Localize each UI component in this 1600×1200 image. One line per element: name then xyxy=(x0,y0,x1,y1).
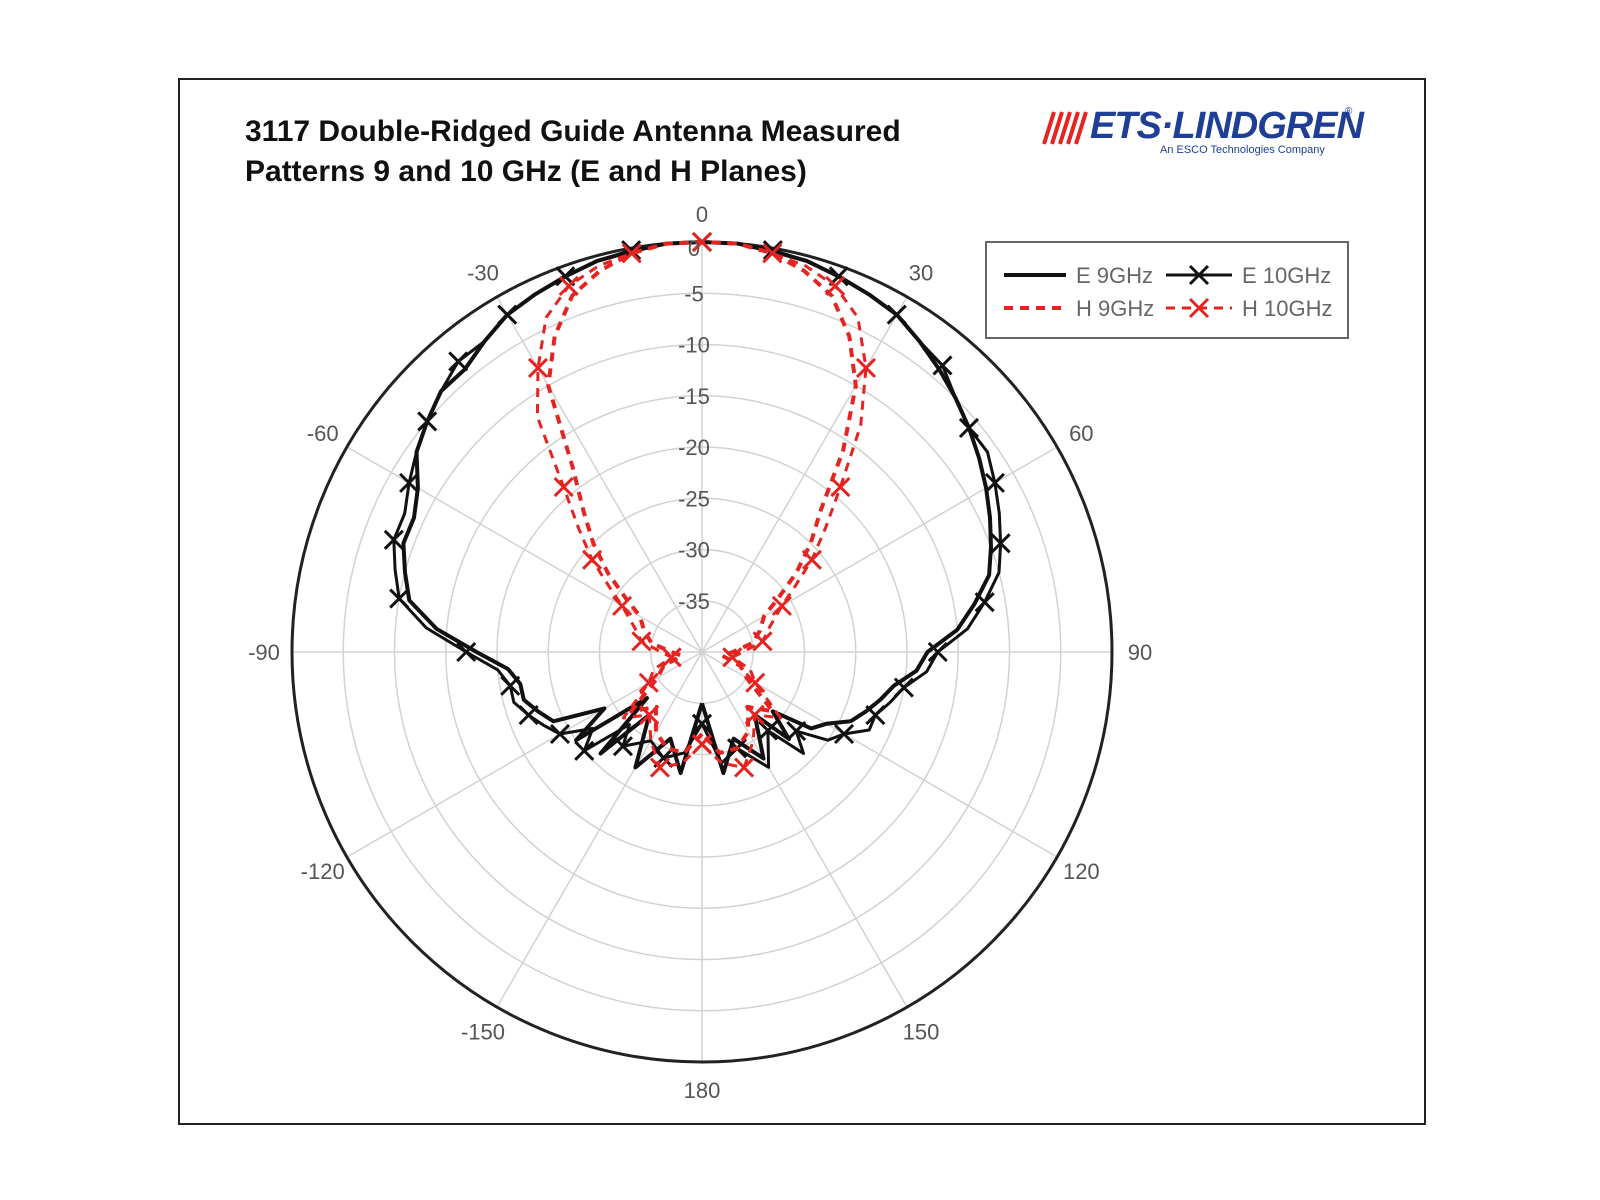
series-marker xyxy=(612,595,633,616)
legend-label-e10: E 10GHz xyxy=(1242,263,1331,288)
series-marker xyxy=(932,355,953,376)
series-h-10ghz xyxy=(527,231,877,778)
chart-title: 3117 Double-Ridged Guide Antenna Measure… xyxy=(245,112,901,192)
series-marker xyxy=(639,704,660,725)
series-marker xyxy=(744,704,765,725)
series-marker xyxy=(722,647,743,668)
series-marker xyxy=(752,631,773,652)
series-marker xyxy=(974,592,995,613)
series-marker xyxy=(691,231,713,253)
series-marker xyxy=(757,720,778,741)
series-marker xyxy=(558,275,579,297)
series-marker xyxy=(734,757,755,778)
series-marker xyxy=(661,647,682,668)
chart-title-line-2: Patterns 9 and 10 GHz (E and H Planes) xyxy=(245,155,807,188)
grid-spoke xyxy=(701,651,1058,858)
legend-marker-h10 xyxy=(1188,297,1210,319)
grid-spoke xyxy=(701,446,1058,653)
grid-spoke xyxy=(346,446,703,653)
series-marker xyxy=(649,757,670,778)
series-marker xyxy=(497,304,518,325)
series-marker xyxy=(830,477,851,498)
radial-tick-label: -20 xyxy=(678,435,710,460)
logo-subtitle: An ESCO Technologies Company xyxy=(1160,144,1325,156)
radial-tick-label: -30 xyxy=(678,538,710,563)
angle-tick-label: -30 xyxy=(467,261,499,286)
series-marker xyxy=(638,672,659,693)
grid-spoke xyxy=(346,651,703,858)
angle-tick-label: 180 xyxy=(684,1078,721,1103)
angle-tick-label: 150 xyxy=(903,1019,940,1044)
series-marker xyxy=(527,357,549,379)
radial-tick-label: 0 xyxy=(688,236,700,261)
series-marker xyxy=(582,549,603,570)
series-marker xyxy=(500,675,521,696)
series-marker xyxy=(389,588,410,609)
series-marker xyxy=(745,672,766,693)
radial-tick-label: -15 xyxy=(678,384,710,409)
series-marker xyxy=(518,705,539,726)
angle-tick-label: -60 xyxy=(307,421,339,446)
chart-legend: E 9GHz E 10GHz H 9GHz H 10GHz xyxy=(985,241,1349,339)
angle-tick-label: 0 xyxy=(696,202,708,227)
series-marker xyxy=(855,357,877,379)
series-marker xyxy=(865,705,886,726)
series-marker xyxy=(631,631,652,652)
series-layer xyxy=(383,231,1011,778)
grid-spoke xyxy=(701,296,908,653)
radial-tick-label: -5 xyxy=(684,281,704,306)
series-marker xyxy=(984,472,1005,493)
series-marker xyxy=(691,734,713,755)
grid-spoke xyxy=(496,296,703,653)
polar-grid xyxy=(290,240,1114,1064)
series-marker xyxy=(771,595,792,616)
logo-wave-icon xyxy=(1042,111,1088,145)
series-marker xyxy=(893,677,914,698)
series-marker xyxy=(801,549,822,570)
legend-label-h10: H 10GHz xyxy=(1242,296,1332,321)
angle-tick-label: 90 xyxy=(1128,640,1152,665)
series-marker xyxy=(691,713,713,734)
series-marker xyxy=(399,472,420,493)
series-marker xyxy=(958,417,980,439)
axis-labels: 0 30 60 90 120 150 180 -150 -120 -90 -60 -30 0 -5 -10 -… xyxy=(248,202,1152,1103)
chart-title-line-1: 3117 Double-Ridged Guide Antenna Measure… xyxy=(245,115,901,148)
series-marker xyxy=(553,477,574,498)
company-logo: ETS·LINDGREN ® An ESCO Technologies Comp… xyxy=(1040,104,1364,160)
series-marker xyxy=(621,243,642,264)
logo-wordmark: ETS·LINDGREN xyxy=(1090,105,1364,147)
angle-tick-label: 60 xyxy=(1069,421,1093,446)
logo-registered-mark: ® xyxy=(1345,106,1353,117)
legend-label-h9: H 9GHz xyxy=(1076,296,1154,321)
series-marker xyxy=(549,723,571,745)
angle-tick-label: 120 xyxy=(1063,859,1100,884)
radial-tick-label: -35 xyxy=(678,589,710,614)
angle-tick-label: 30 xyxy=(909,261,933,286)
series-marker xyxy=(762,243,783,264)
series-marker xyxy=(786,721,807,742)
angle-tick-label: -150 xyxy=(461,1019,505,1044)
radial-tick-label: -25 xyxy=(678,486,710,511)
grid-spoke xyxy=(701,651,908,1008)
legend-marker-e10 xyxy=(1188,264,1210,286)
series-marker xyxy=(383,529,404,550)
series-marker xyxy=(456,641,477,663)
legend-box xyxy=(985,241,1349,339)
series-marker xyxy=(417,411,438,432)
legend-label-e9: E 9GHz xyxy=(1076,263,1153,288)
series-marker xyxy=(448,351,469,372)
radial-tick-label: -10 xyxy=(678,333,710,358)
series-marker xyxy=(990,533,1011,554)
angle-tick-label: -90 xyxy=(248,640,280,665)
grid-spoke xyxy=(496,651,703,1008)
series-marker xyxy=(574,740,595,761)
angle-tick-label: -120 xyxy=(301,859,345,884)
series-marker xyxy=(612,736,633,757)
series-marker xyxy=(886,304,907,325)
series-marker xyxy=(833,723,855,745)
series-marker xyxy=(927,641,948,663)
series-marker xyxy=(825,275,846,297)
